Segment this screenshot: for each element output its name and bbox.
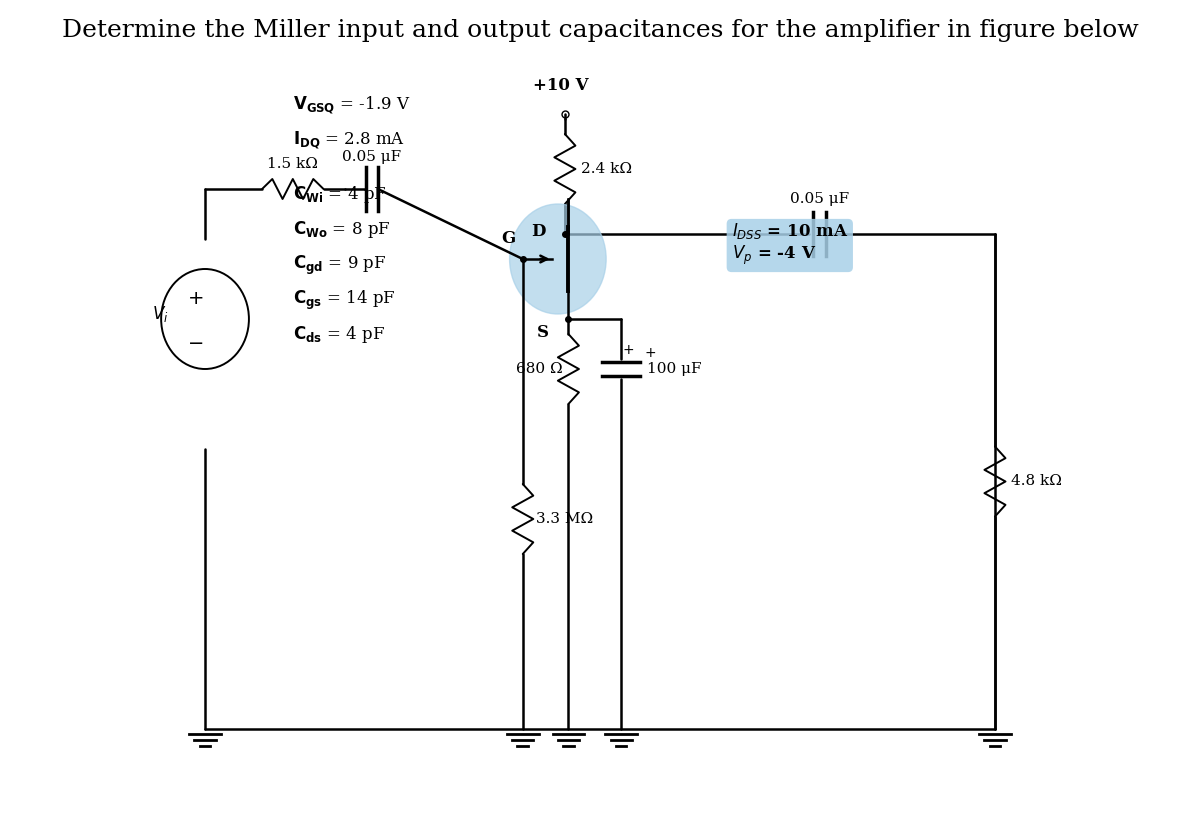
Text: 1.5 kΩ: 1.5 kΩ	[268, 157, 318, 171]
Text: $\mathbf{V_{GSQ}}$ = -1.9 V: $\mathbf{V_{GSQ}}$ = -1.9 V	[293, 94, 410, 115]
Text: 100 μF: 100 μF	[647, 362, 702, 376]
Text: $\mathbf{C_{Wi}}$ = 4 pF: $\mathbf{C_{Wi}}$ = 4 pF	[293, 184, 386, 205]
Text: S: S	[538, 324, 550, 341]
Text: 3.3 MΩ: 3.3 MΩ	[536, 512, 593, 526]
Text: +10 V: +10 V	[533, 77, 588, 94]
Text: 4.8 kΩ: 4.8 kΩ	[1010, 474, 1062, 488]
Text: +: +	[188, 289, 204, 309]
Text: D: D	[532, 224, 546, 241]
Text: $\mathbf{I_{DQ}}$ = 2.8 mA: $\mathbf{I_{DQ}}$ = 2.8 mA	[293, 129, 404, 150]
Text: 0.05 μF: 0.05 μF	[790, 192, 848, 206]
Text: −: −	[188, 334, 204, 354]
Text: 2.4 kΩ: 2.4 kΩ	[581, 162, 631, 176]
Text: +: +	[644, 346, 656, 360]
Text: $\mathbf{C_{gd}}$ = 9 pF: $\mathbf{C_{gd}}$ = 9 pF	[293, 254, 386, 277]
Circle shape	[510, 204, 606, 314]
Text: $\mathbf{C_{ds}}$ = 4 pF: $\mathbf{C_{ds}}$ = 4 pF	[293, 324, 385, 345]
Text: 0.05 μF: 0.05 μF	[342, 150, 401, 164]
Text: G: G	[502, 230, 516, 247]
Text: $V_i$: $V_i$	[151, 304, 168, 324]
Text: $\mathbf{C_{Wo}}$ = 8 pF: $\mathbf{C_{Wo}}$ = 8 pF	[293, 219, 390, 240]
Text: $I_{DSS}$ = 10 mA
$V_p$ = -4 V: $I_{DSS}$ = 10 mA $V_p$ = -4 V	[732, 221, 848, 267]
Text: $\mathbf{C_{gs}}$ = 14 pF: $\mathbf{C_{gs}}$ = 14 pF	[293, 289, 395, 312]
Text: Determine the Miller input and output capacitances for the amplifier in figure b: Determine the Miller input and output ca…	[61, 19, 1139, 42]
Text: 680 Ω: 680 Ω	[516, 362, 563, 376]
Text: +: +	[623, 343, 635, 357]
